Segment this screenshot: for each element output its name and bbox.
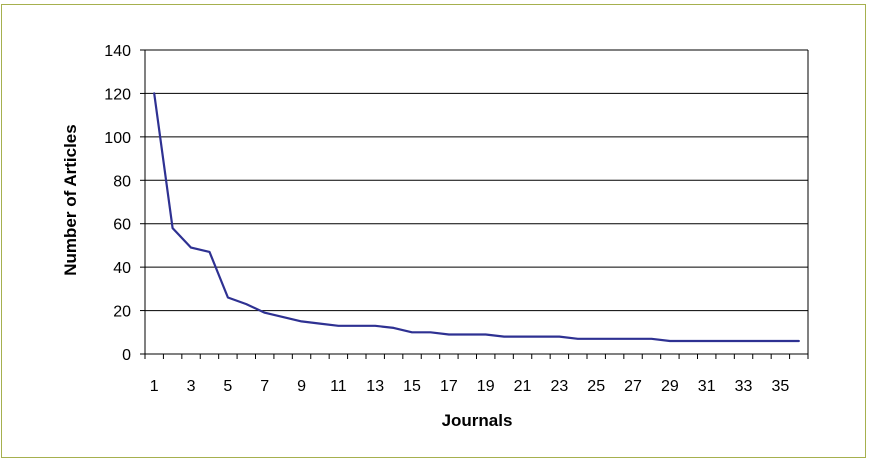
x-axis-title: Journals — [442, 411, 513, 430]
x-tick-labels: 1 3 5 7 9 11 13 15 17 19 21 23 25 27 29 31 33 35 — [150, 378, 790, 395]
series-line — [153, 92, 800, 343]
x-tick-label: 5 — [223, 378, 232, 395]
y-tick-label: 140 — [104, 43, 131, 60]
y-tick-label: 0 — [122, 347, 131, 364]
y-tick-label: 60 — [113, 217, 131, 234]
x-tick-label: 29 — [661, 378, 679, 395]
y-tick-labels: 0 20 40 60 80 100 120 140 — [104, 43, 131, 364]
x-tick-label: 33 — [735, 378, 753, 395]
x-tick-label: 31 — [698, 378, 716, 395]
y-tick-label: 120 — [104, 86, 131, 103]
gridlines — [145, 49, 808, 312]
x-tick-label: 15 — [403, 378, 421, 395]
x-tick-label: 13 — [366, 378, 384, 395]
x-tick-label: 25 — [587, 378, 605, 395]
x-tick-label: 27 — [624, 378, 642, 395]
x-tick-label: 19 — [477, 378, 495, 395]
x-tick-label: 1 — [150, 378, 159, 395]
x-tick-label: 11 — [330, 378, 347, 395]
y-tick-label: 80 — [113, 173, 131, 190]
axes — [140, 49, 809, 359]
y-tick-label: 20 — [113, 304, 131, 321]
x-tick-label: 9 — [297, 378, 306, 395]
x-tick-label: 3 — [187, 378, 196, 395]
x-tick-label: 21 — [514, 378, 532, 395]
x-tick-label: 35 — [771, 378, 789, 395]
y-axis-title: Number of Articles — [61, 124, 80, 275]
x-tick-label: 17 — [440, 378, 458, 395]
x-tick-label: 23 — [550, 378, 568, 395]
series-layer — [153, 92, 800, 343]
y-tick-label: 40 — [113, 260, 131, 277]
y-tick-label: 100 — [104, 130, 131, 147]
x-tick-label: 7 — [260, 378, 269, 395]
